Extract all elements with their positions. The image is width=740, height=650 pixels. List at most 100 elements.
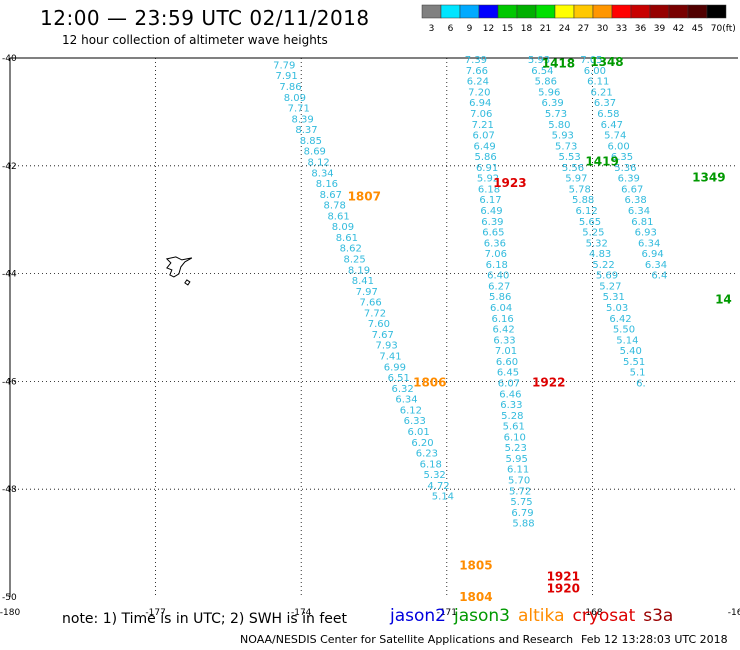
wave-height-value: 4.83 [589, 249, 611, 260]
wave-height-value: 7.67 [372, 330, 394, 341]
wave-height-value: 8.69 [304, 147, 326, 158]
wave-height-value: 8.09 [332, 222, 354, 233]
wave-height-value: 5.97 [565, 174, 587, 185]
page-title: 12:00 — 23:59 UTC 02/11/2018 [40, 6, 370, 30]
wave-height-value: 6.42 [609, 314, 631, 325]
wave-height-value: 7.41 [379, 352, 401, 363]
wave-height-value: 6.33 [404, 416, 426, 427]
pass-time-label: 1920 [547, 581, 580, 595]
wave-height-value: 5.14 [616, 335, 638, 346]
scale-label: 18 [521, 24, 533, 34]
wave-height-value: 8.37 [295, 125, 317, 136]
pass-time-label: 1807 [348, 189, 381, 203]
wave-height-value: 5.14 [432, 492, 454, 503]
wave-height-value: 6.91 [476, 163, 498, 174]
scale-swatch [706, 4, 727, 19]
pass-time-label: 1923 [493, 176, 526, 190]
satellite-name-s3a: s3a [643, 606, 674, 626]
scale-swatch [592, 4, 613, 19]
wave-height-value: 6.45 [497, 368, 519, 379]
wave-height-value: 8.85 [300, 136, 322, 147]
pass-time-label: 1348 [590, 55, 623, 69]
wave-height-value: 5.32 [586, 238, 608, 249]
wave-height-value: 7.91 [276, 71, 298, 82]
wave-height-value: 7.93 [375, 341, 397, 352]
wave-height-value: 6.18 [478, 184, 500, 195]
track-a: 7.797.917.868.097.718.398.378.858.698.12… [273, 60, 454, 502]
footer-note: note: 1) Time is in UTC; 2) SWH is in fe… [62, 611, 348, 627]
wave-height-value: 6.36 [484, 238, 506, 249]
scale-label: 21 [540, 24, 551, 34]
map-grid: -180 -177 -174 -171 -168 -165 -40 -42 -44 -46 -48 -… [0, 54, 740, 618]
wave-height-value: 8.34 [311, 168, 333, 179]
wave-height-value: 7.05 [580, 55, 602, 66]
wave-height-value: 6.27 [488, 281, 510, 292]
scale-label: 12 [483, 24, 494, 34]
wave-height-value: 6.20 [411, 438, 433, 449]
scale-label: 24 [559, 24, 571, 34]
wave-height-value: 5.40 [620, 346, 642, 357]
y-tick-label: -46 [2, 377, 17, 387]
wave-height-value: 5.88 [512, 519, 534, 530]
wave-height-value: 6. [636, 378, 646, 389]
pass-time-label: 1419 [585, 154, 618, 168]
scale-swatch [611, 4, 632, 19]
scale-label: 33 [616, 24, 627, 34]
wave-height-value: 6.04 [490, 303, 512, 314]
wave-height-value: 6.33 [500, 400, 522, 411]
wave-height-value: 6.93 [635, 228, 657, 239]
wave-height-value: 6.07 [473, 131, 495, 142]
wave-height-value: 5.23 [505, 443, 527, 454]
wave-height-value: 7.66 [359, 298, 381, 309]
wave-height-value: 8.78 [324, 201, 346, 212]
wave-height-value: 5.50 [613, 325, 635, 336]
wave-height-value: 5.1 [630, 368, 646, 379]
wave-height-value: 7.71 [288, 104, 310, 115]
wave-height-value: 6.35 [611, 152, 633, 163]
wave-height-value: 5.78 [569, 184, 591, 195]
track-d: 7.056.006.116.216.376.586.475.746.006.35… [580, 55, 667, 282]
wave-height-value: 6.40 [487, 271, 509, 282]
wave-height-value: 5.92 [477, 174, 499, 185]
scale-label: 39 [654, 24, 666, 34]
wave-height-value: 6.67 [621, 184, 643, 195]
wave-height-value: 8.25 [343, 255, 365, 266]
wave-height-value: 6.39 [618, 174, 640, 185]
scale-swatch [497, 4, 518, 19]
wave-height-value: 8.61 [336, 233, 358, 244]
wave-height-value: 6.12 [400, 405, 422, 416]
wave-height-value: 6.49 [474, 141, 496, 152]
wave-height-value: 5.03 [606, 303, 628, 314]
wave-height-value: 6.18 [420, 459, 442, 470]
scale-label: 70 [711, 24, 723, 34]
scale-label: 45 [692, 24, 703, 34]
satellite-legend: jason2 jason3 altika cryosat s3a [390, 606, 681, 626]
wave-height-value: 5.93 [528, 55, 550, 66]
scale-label: 6 [448, 24, 454, 34]
wave-height-value: 5.80 [548, 120, 570, 131]
pass-time-label: 1922 [532, 375, 565, 389]
wave-height-value: 6.51 [388, 373, 410, 384]
wave-height-tracks: 7.797.917.868.097.718.398.378.858.698.12… [273, 55, 667, 530]
scale-swatch [421, 4, 442, 19]
scale-label: 42 [673, 24, 684, 34]
pass-time-label: 1349 [692, 171, 725, 185]
y-tick-label: -44 [2, 270, 17, 280]
wave-height-value: 6.16 [491, 314, 513, 325]
wave-height-value: 6.34 [638, 238, 660, 249]
satellite-name-altika: altika [518, 606, 565, 626]
scale-swatch [668, 4, 689, 19]
wave-height-value: 8.39 [292, 114, 314, 125]
wave-height-value: 6.24 [467, 77, 489, 88]
wave-height-value: 5.32 [424, 470, 446, 481]
island-main [165, 256, 193, 278]
wave-height-value: 5.86 [474, 152, 496, 163]
wave-height-value: 6.81 [631, 217, 653, 228]
x-tick-label: -180 [0, 608, 20, 618]
wave-height-value: 6.10 [504, 432, 526, 443]
wave-height-value: 7.79 [273, 60, 295, 71]
wave-height-value: 8.16 [316, 179, 338, 190]
y-tick-label: -40 [2, 54, 17, 64]
wave-height-value: 8.19 [348, 265, 370, 276]
